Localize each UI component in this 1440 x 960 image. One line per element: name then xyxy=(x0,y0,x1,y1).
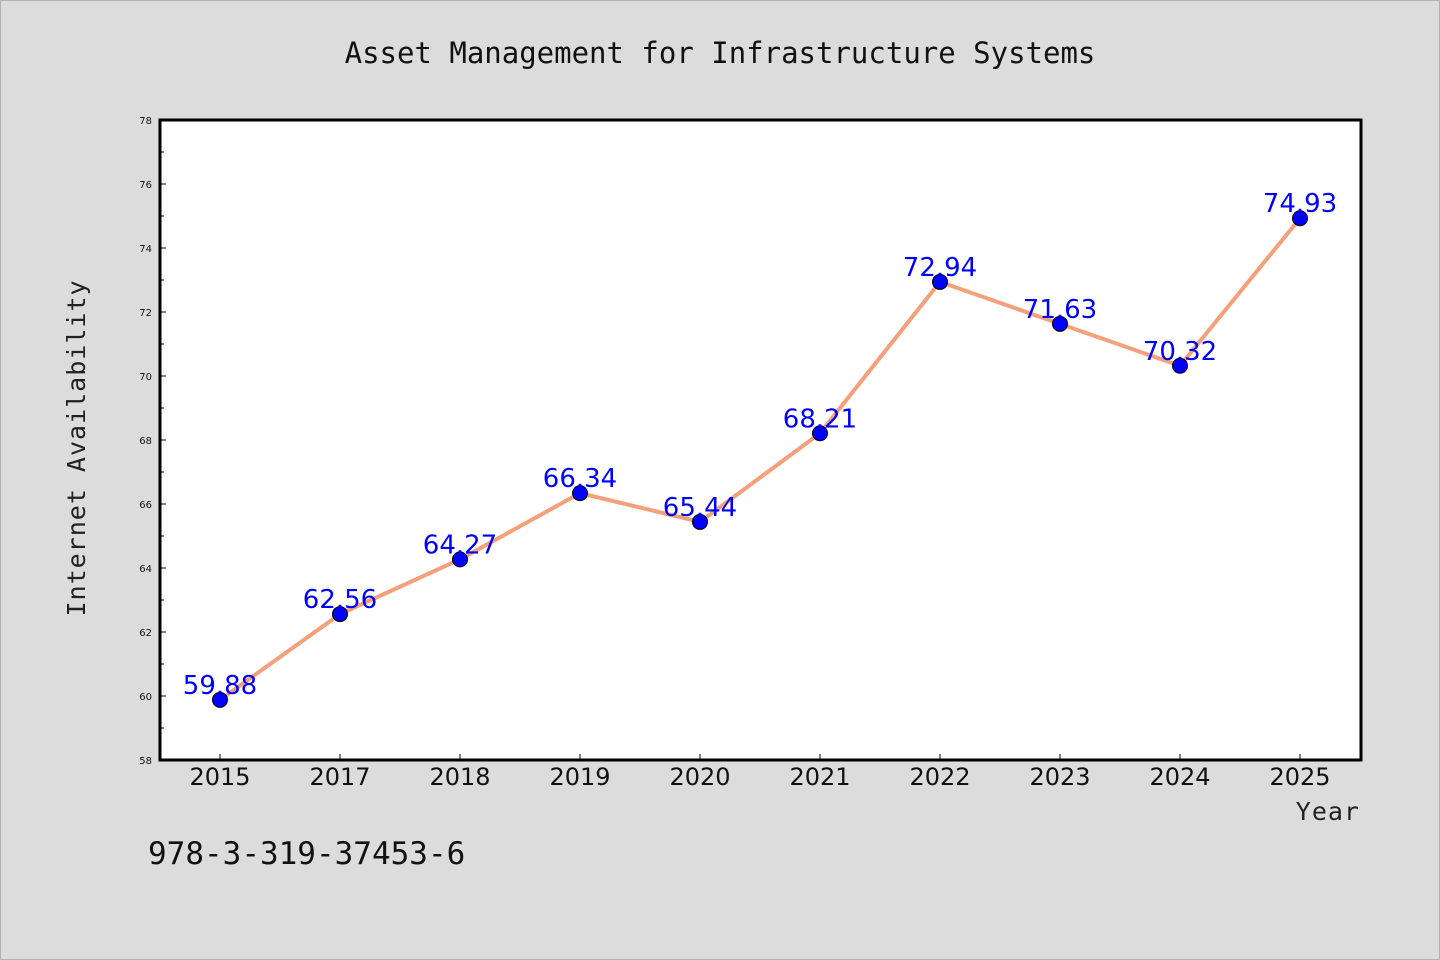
data-point xyxy=(812,425,828,442)
data-point xyxy=(932,273,948,290)
chart-title: Asset Management for Infrastructure Syst… xyxy=(345,36,1096,70)
x-tick-label: 2025 xyxy=(1269,763,1330,791)
data-label: 64.27 xyxy=(423,530,497,560)
data-point xyxy=(332,606,348,623)
data-label: 74.93 xyxy=(1263,189,1337,219)
x-tick-label: 2021 xyxy=(789,763,850,791)
x-tick-label: 2019 xyxy=(549,763,610,791)
data-label: 59.88 xyxy=(183,671,257,701)
data-point xyxy=(692,513,708,530)
data-point xyxy=(452,551,468,568)
y-tick-label: 74 xyxy=(139,244,152,255)
y-tick-label: 60 xyxy=(139,692,152,703)
data-label: 65.44 xyxy=(663,493,737,523)
data-point xyxy=(1172,357,1188,374)
x-tick-label: 2017 xyxy=(309,763,370,791)
y-tick-label: 62 xyxy=(139,628,152,639)
y-axis-label: Internet Availability xyxy=(62,279,91,616)
plot-area xyxy=(158,118,1363,762)
y-axis: 58 60 62 64 66 68 70 72 74 76 78 xyxy=(139,116,166,767)
data-label: 68.21 xyxy=(783,404,857,434)
y-tick-label: 76 xyxy=(139,180,152,191)
data-labels: 59.88 62.56 64.27 66.34 65.44 68.21 72.94 71.63… xyxy=(183,189,1337,701)
y-tick-label: 70 xyxy=(139,372,152,383)
data-label: 62.56 xyxy=(303,585,377,615)
y-tick-label: 68 xyxy=(139,436,152,447)
y-tick-label: 64 xyxy=(139,564,152,575)
data-label: 70.32 xyxy=(1143,337,1217,367)
x-tick-label: 2015 xyxy=(189,763,250,791)
data-label: 72.94 xyxy=(903,253,977,283)
y-tick-label: 78 xyxy=(139,116,152,127)
x-axis-label: Year xyxy=(1296,797,1360,826)
x-tick-label: 2024 xyxy=(1149,763,1210,791)
data-point xyxy=(1052,315,1068,332)
x-tick-label: 2018 xyxy=(429,763,490,791)
footnote: 978-3-319-37453-6 xyxy=(148,836,465,872)
data-point xyxy=(572,485,588,502)
markers xyxy=(212,210,1308,708)
y-tick-label: 58 xyxy=(139,756,152,767)
x-tick-label: 2020 xyxy=(669,763,730,791)
y-tick-label: 72 xyxy=(139,308,152,319)
x-tick-label: 2023 xyxy=(1029,763,1090,791)
data-label: 71.63 xyxy=(1023,295,1097,325)
data-point xyxy=(212,691,228,708)
y-tick-label: 66 xyxy=(139,500,152,511)
data-label: 66.34 xyxy=(543,464,617,494)
series-line xyxy=(218,216,1302,702)
x-axis: 2015 2017 2018 2019 2020 2021 2022 2023 2024 2025 xyxy=(189,754,1331,791)
data-point xyxy=(1292,210,1308,227)
x-tick-label: 2022 xyxy=(909,763,970,791)
